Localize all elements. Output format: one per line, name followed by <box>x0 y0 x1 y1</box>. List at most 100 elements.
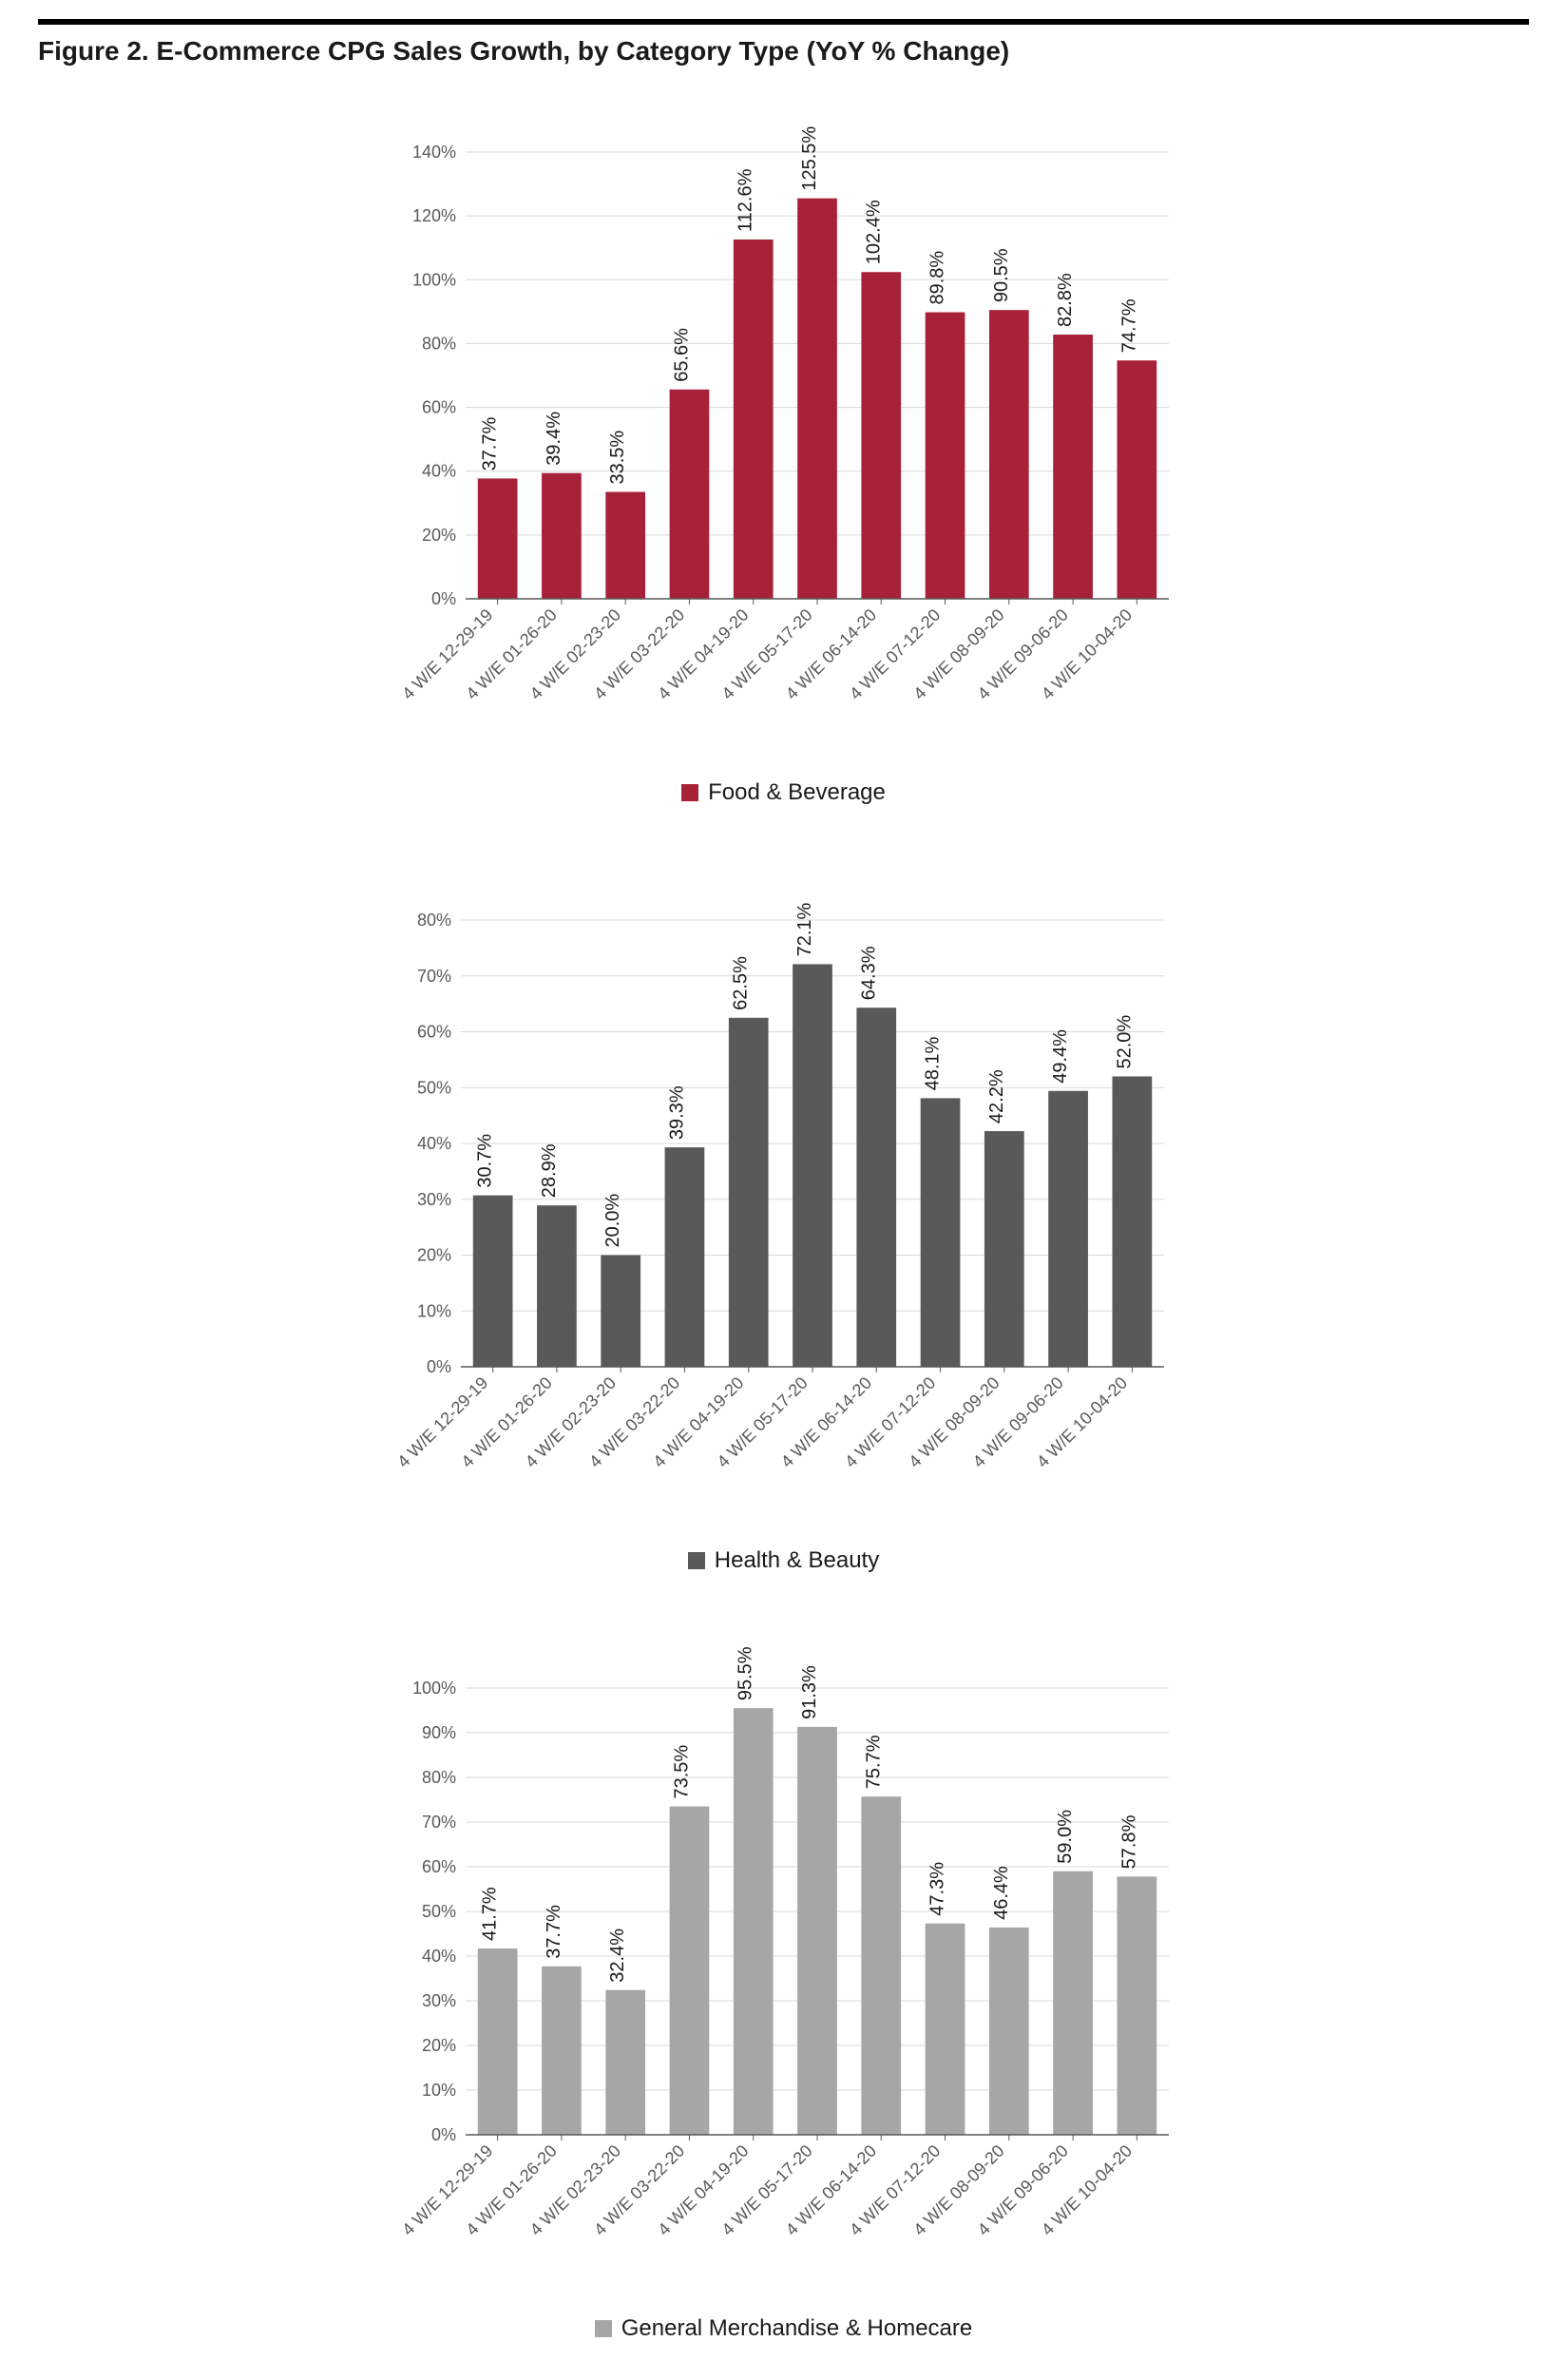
legend-health-beauty: Health & Beauty <box>688 1547 879 1574</box>
bar-value-label: 62.5% <box>730 956 751 1010</box>
y-tick-label: 30% <box>416 1190 450 1209</box>
bar-value-label: 49.4% <box>1050 1029 1071 1084</box>
y-tick-label: 90% <box>421 1723 455 1742</box>
chart-general-merchandise: 0%10%20%30%40%50%60%70%80%90%100%41.7%4 … <box>390 1631 1178 2296</box>
y-tick-label: 60% <box>421 1857 455 1876</box>
bar <box>605 1990 645 2135</box>
bar <box>733 240 773 599</box>
y-tick-label: 60% <box>421 398 455 417</box>
chart-health-beauty: 0%10%20%30%40%50%60%70%80%30.7%4 W/E 12-… <box>394 863 1174 1528</box>
legend-swatch <box>681 784 698 801</box>
bar-value-label: 74.7% <box>1118 298 1139 353</box>
bar <box>797 1727 837 2135</box>
bar <box>1112 1077 1152 1368</box>
chart-block-food-beverage: 0%20%40%60%80%100%120%140%37.7%4 W/E 12-… <box>390 95 1178 806</box>
bar-value-label: 39.4% <box>543 412 564 466</box>
bar-value-label: 39.3% <box>666 1085 687 1140</box>
bar <box>728 1018 768 1367</box>
bar-value-label: 102.4% <box>863 200 884 264</box>
y-tick-label: 0% <box>430 589 455 608</box>
bar <box>669 390 709 599</box>
bar <box>733 1708 773 2135</box>
bar-value-label: 33.5% <box>607 431 628 485</box>
bar <box>1117 360 1156 599</box>
bar <box>477 1948 517 2135</box>
y-tick-label: 0% <box>430 2125 455 2144</box>
y-tick-label: 40% <box>421 462 455 481</box>
bar-value-label: 90.5% <box>990 248 1011 302</box>
bar-value-label: 64.3% <box>858 946 879 1000</box>
bar <box>797 199 837 599</box>
bar <box>988 310 1028 599</box>
bar <box>472 1196 512 1367</box>
bar-value-label: 65.6% <box>671 328 692 382</box>
bar-value-label: 41.7% <box>479 1887 500 1941</box>
y-tick-label: 80% <box>421 1768 455 1787</box>
chart-block-general-merchandise: 0%10%20%30%40%50%60%70%80%90%100%41.7%4 … <box>390 1631 1178 2342</box>
y-tick-label: 70% <box>416 967 450 986</box>
bar-value-label: 46.4% <box>990 1866 1011 1920</box>
y-tick-label: 0% <box>426 1357 450 1376</box>
bar <box>1117 1876 1156 2135</box>
bar-value-label: 20.0% <box>602 1194 623 1248</box>
bar <box>920 1098 960 1367</box>
bar-value-label: 30.7% <box>474 1134 495 1188</box>
y-tick-label: 70% <box>421 1813 455 1832</box>
y-tick-label: 40% <box>421 1947 455 1966</box>
y-tick-label: 100% <box>411 1679 455 1698</box>
bar <box>542 1967 582 2135</box>
bar-value-label: 32.4% <box>607 1929 628 1983</box>
bar-value-label: 37.7% <box>479 417 500 471</box>
legend-label: General Merchandise & Homecare <box>621 2315 973 2342</box>
y-tick-label: 40% <box>416 1134 450 1153</box>
legend-swatch <box>688 1552 705 1569</box>
figure-container: Figure 2. E-Commerce CPG Sales Growth, b… <box>0 0 1567 2380</box>
bar <box>664 1147 704 1367</box>
y-tick-label: 30% <box>421 1991 455 2010</box>
bar-value-label: 125.5% <box>799 126 820 191</box>
bar <box>988 1928 1028 2135</box>
y-tick-label: 20% <box>416 1246 450 1265</box>
bar-value-label: 48.1% <box>922 1036 943 1090</box>
legend-label: Food & Beverage <box>708 779 886 806</box>
bar-value-label: 57.8% <box>1118 1814 1139 1869</box>
legend-label: Health & Beauty <box>715 1547 879 1574</box>
bar <box>669 1807 709 2135</box>
bar <box>1053 335 1093 599</box>
y-tick-label: 80% <box>416 911 450 930</box>
bar-value-label: 59.0% <box>1055 1810 1076 1864</box>
bar-value-label: 82.8% <box>1055 273 1076 327</box>
bar <box>861 1796 901 2135</box>
bar-value-label: 112.6% <box>735 168 755 232</box>
y-tick-label: 20% <box>421 2036 455 2055</box>
bar <box>1048 1091 1088 1367</box>
y-tick-label: 50% <box>421 1902 455 1921</box>
bar-value-label: 52.0% <box>1114 1015 1135 1069</box>
bar <box>537 1205 577 1367</box>
bar <box>861 272 901 599</box>
bar-value-label: 73.5% <box>671 1745 692 1799</box>
y-tick-label: 60% <box>416 1023 450 1042</box>
bar <box>601 1256 640 1368</box>
charts-grid: 0%20%40%60%80%100%120%140%37.7%4 W/E 12-… <box>38 95 1529 2342</box>
bar-value-label: 89.8% <box>927 251 947 305</box>
y-tick-label: 50% <box>416 1078 450 1097</box>
figure-title: Figure 2. E-Commerce CPG Sales Growth, b… <box>38 36 1529 67</box>
bar <box>542 473 582 599</box>
bar <box>477 478 517 599</box>
y-tick-label: 20% <box>421 526 455 545</box>
y-tick-label: 10% <box>416 1301 450 1320</box>
bar-value-label: 42.2% <box>985 1069 1006 1123</box>
chart-block-health-beauty: 0%10%20%30%40%50%60%70%80%30.7%4 W/E 12-… <box>394 863 1174 1574</box>
y-tick-label: 140% <box>411 143 455 162</box>
bar <box>925 1924 965 2135</box>
bar <box>1053 1871 1093 2135</box>
bar <box>793 964 832 1367</box>
legend-general-merchandise: General Merchandise & Homecare <box>595 2315 973 2342</box>
chart-food-beverage: 0%20%40%60%80%100%120%140%37.7%4 W/E 12-… <box>390 95 1178 760</box>
legend-food-beverage: Food & Beverage <box>681 779 886 806</box>
bar-value-label: 91.3% <box>799 1665 820 1719</box>
bar <box>925 313 965 599</box>
bar-value-label: 72.1% <box>794 902 815 956</box>
y-tick-label: 120% <box>411 206 455 225</box>
